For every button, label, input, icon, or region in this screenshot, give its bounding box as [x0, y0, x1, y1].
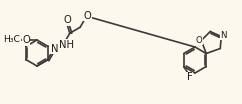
Text: O: O [64, 15, 72, 25]
Text: NH: NH [59, 40, 74, 50]
Text: F: F [187, 72, 193, 82]
Text: N: N [220, 31, 227, 40]
Text: O: O [196, 36, 203, 45]
Text: N: N [51, 44, 58, 54]
Text: H₃C: H₃C [3, 35, 21, 45]
Text: O: O [22, 35, 30, 45]
Text: O: O [83, 11, 91, 21]
